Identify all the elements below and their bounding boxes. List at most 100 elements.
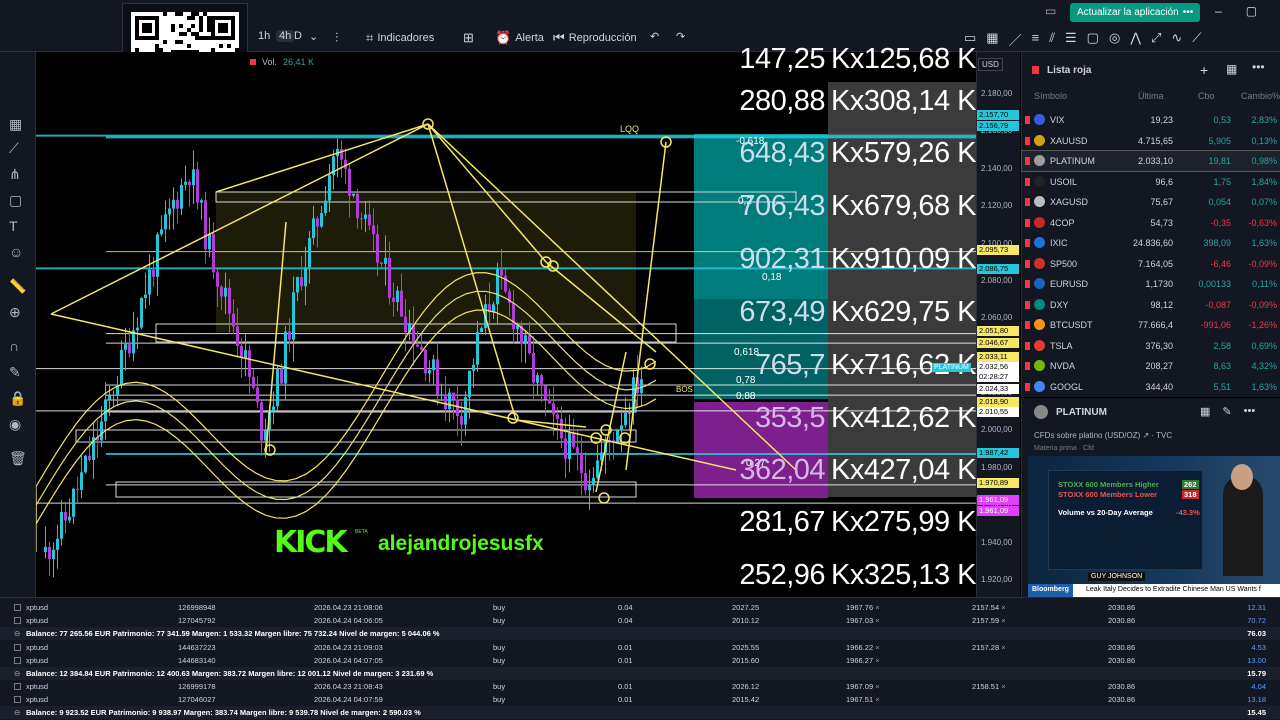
pivot-marker[interactable] <box>507 412 519 424</box>
cursor-icon[interactable]: ▦ <box>9 116 23 132</box>
pivot-marker[interactable] <box>644 358 656 370</box>
pattern-line[interactable] <box>427 123 517 421</box>
pattern-line[interactable] <box>427 123 797 471</box>
checkbox[interactable] <box>14 617 21 624</box>
watchlist-row[interactable]: USOIL 96,6 1,75 1,84% <box>1022 172 1280 192</box>
watchlist-row[interactable]: PLATINUM 2.033,10 19,81 0,98% <box>1021 150 1280 172</box>
layouts-icon[interactable]: ⊞ <box>463 30 474 45</box>
layout-icon[interactable]: ▦ <box>1226 62 1238 76</box>
fullscreen-icon[interactable]: ▭ <box>964 30 977 45</box>
text-icon[interactable]: T <box>9 218 18 234</box>
checkbox[interactable] <box>14 683 21 690</box>
ruler-icon[interactable]: 📏 <box>9 278 27 294</box>
pattern-line[interactable] <box>515 419 587 428</box>
lock-icon[interactable]: 🔒 <box>9 390 27 406</box>
eye-icon[interactable]: ◉ <box>9 416 22 432</box>
minimize-icon[interactable]: – <box>1215 4 1222 18</box>
indicators-button[interactable]: ⌗ Indicadores <box>366 30 434 46</box>
grid-icon[interactable]: ▦ <box>1200 406 1211 418</box>
more-icon[interactable]: ••• <box>1252 60 1265 74</box>
rectangle-icon[interactable]: ▢ <box>1086 30 1099 45</box>
close-icon[interactable]: × <box>999 603 1006 612</box>
watchlist-row[interactable]: NVDA 208,27 8,63 4,32% <box>1022 356 1280 376</box>
checkbox[interactable] <box>14 696 21 703</box>
col-pct[interactable]: Cambio% <box>1241 91 1280 101</box>
more-icon[interactable]: ••• <box>1243 405 1256 417</box>
pattern-line[interactable] <box>50 123 429 315</box>
trend-tool-icon[interactable]: ⟋ <box>9 140 19 156</box>
upgrade-app-button[interactable]: Actualizar la aplicación ••• <box>1070 3 1201 22</box>
pattern-line[interactable] <box>215 123 429 193</box>
close-icon[interactable]: × <box>873 603 880 612</box>
watchlist-title[interactable]: Lista roja <box>1047 65 1092 76</box>
shapes-icon[interactable]: ▢ <box>9 192 23 208</box>
zone-box[interactable] <box>155 323 677 343</box>
position-row[interactable]: xptusd 126998948 2026.04.23 21:08:06 buy 0.0… <box>0 601 1280 614</box>
grid-icon[interactable]: ▦ <box>986 30 999 45</box>
close-icon[interactable]: × <box>873 682 880 691</box>
watchlist-row[interactable]: 4COP 54,73 -0,35 -0,63% <box>1022 213 1280 233</box>
checkbox[interactable] <box>14 604 21 611</box>
position-row[interactable]: xptusd 127045792 2026.04.24 04:06:05 buy 0.0… <box>0 614 1280 627</box>
timeframe-d[interactable]: D <box>294 30 302 42</box>
trendline-icon[interactable]: ／ <box>1008 33 1022 48</box>
timeframe-1h[interactable]: 1h <box>258 30 271 42</box>
parallel-icon[interactable]: ⫽ <box>1049 30 1056 45</box>
fib-tool-icon[interactable]: ⋔ <box>9 166 21 182</box>
pattern-line[interactable] <box>625 141 667 471</box>
redo-icon[interactable]: ↷ <box>676 31 686 43</box>
col-symbol[interactable]: Símbolo <box>1034 91 1068 101</box>
pattern-line[interactable] <box>545 261 657 353</box>
close-icon[interactable]: × <box>873 642 880 652</box>
price-chart[interactable]: -0,618 0,2 0,18 0,618 0,78 0,88 0,27 LQQ BOS KICK… <box>36 52 976 597</box>
close-icon[interactable]: × <box>999 682 1006 691</box>
collapse-icon[interactable]: ⊖ <box>14 629 21 638</box>
pivot-marker[interactable] <box>422 118 434 130</box>
zoom-icon[interactable]: ⊕ <box>9 304 21 320</box>
list-icon[interactable]: ☰ <box>1065 30 1077 45</box>
watchlist-row[interactable]: BTCUSDT 77.666,4 -991,06 -1,26% <box>1022 315 1280 335</box>
undo-icon[interactable]: ↶ <box>650 31 660 43</box>
col-chg[interactable]: Cbo <box>1198 91 1215 101</box>
pivot-marker[interactable] <box>590 432 602 444</box>
replay-button[interactable]: ⏮ Reproducción <box>553 30 637 46</box>
trash-icon[interactable]: 🗑 <box>9 450 27 466</box>
pivot-marker[interactable] <box>598 492 610 504</box>
close-icon[interactable]: × <box>999 642 1006 652</box>
candle-type-icon[interactable]: ⫶ <box>335 30 339 45</box>
alert-button[interactable]: ⏰ Alerta <box>495 30 544 46</box>
close-icon[interactable]: × <box>999 616 1006 625</box>
hlines-icon[interactable]: ≡ <box>1031 30 1040 45</box>
circle-icon[interactable]: ◎ <box>1108 30 1121 45</box>
path-icon[interactable]: ⟋ <box>1192 30 1202 45</box>
position-row[interactable]: xptusd 144637223 2026.04.23 21:09:03 buy 0.0… <box>0 641 1280 654</box>
position-row[interactable]: xptusd 126999178 2026.04.23 21:08:43 buy 0.0… <box>0 680 1280 693</box>
magnet-icon[interactable]: ∩ <box>9 338 20 354</box>
pivot-marker[interactable] <box>660 136 672 148</box>
zone-box[interactable] <box>115 481 637 498</box>
position-row[interactable]: xptusd 127046027 2026.04.24 04:07:59 buy 0.0… <box>0 693 1280 706</box>
watchlist-row[interactable]: XAGUSD 75,67 0,054 0,07% <box>1022 192 1280 212</box>
position-row[interactable]: xptusd 144683140 2026.04.24 04:07:05 buy 0.0… <box>0 654 1280 667</box>
collapse-icon[interactable]: ⊖ <box>14 668 21 678</box>
measure-icon[interactable]: ⤢ <box>1150 30 1162 45</box>
price-axis[interactable]: 2.180,002.160,002.140,002.120,002.100,00… <box>976 52 1020 597</box>
watchlist-row[interactable]: GOOGL 344,40 5,51 1,63% <box>1022 377 1280 397</box>
zone-box[interactable] <box>215 191 797 203</box>
pivot-marker[interactable] <box>619 432 631 444</box>
pattern-line[interactable] <box>427 123 547 263</box>
close-icon[interactable]: × <box>873 695 880 704</box>
edit-icon[interactable]: ✎ <box>1222 406 1232 418</box>
watchlist-row[interactable]: TSLA 376,30 2,58 0,69% <box>1022 336 1280 356</box>
collapse-icon[interactable]: ⊖ <box>14 708 21 717</box>
wave-icon[interactable]: ∿ <box>1171 30 1183 45</box>
watchlist-row[interactable]: IXIC 24.836,60 398,09 1,63% <box>1022 233 1280 253</box>
external-link-icon[interactable]: ↗ <box>1142 431 1150 440</box>
close-icon[interactable]: × <box>873 655 880 665</box>
col-last[interactable]: Última <box>1138 91 1164 101</box>
pencil-lock-icon[interactable]: ✎ <box>9 364 21 380</box>
timeframe-4h[interactable]: 4h <box>276 30 295 42</box>
pattern-icon[interactable]: ⋀ <box>1130 30 1141 45</box>
pattern-line[interactable] <box>265 221 287 453</box>
chevron-down-icon[interactable]: ⌄ <box>309 31 319 43</box>
